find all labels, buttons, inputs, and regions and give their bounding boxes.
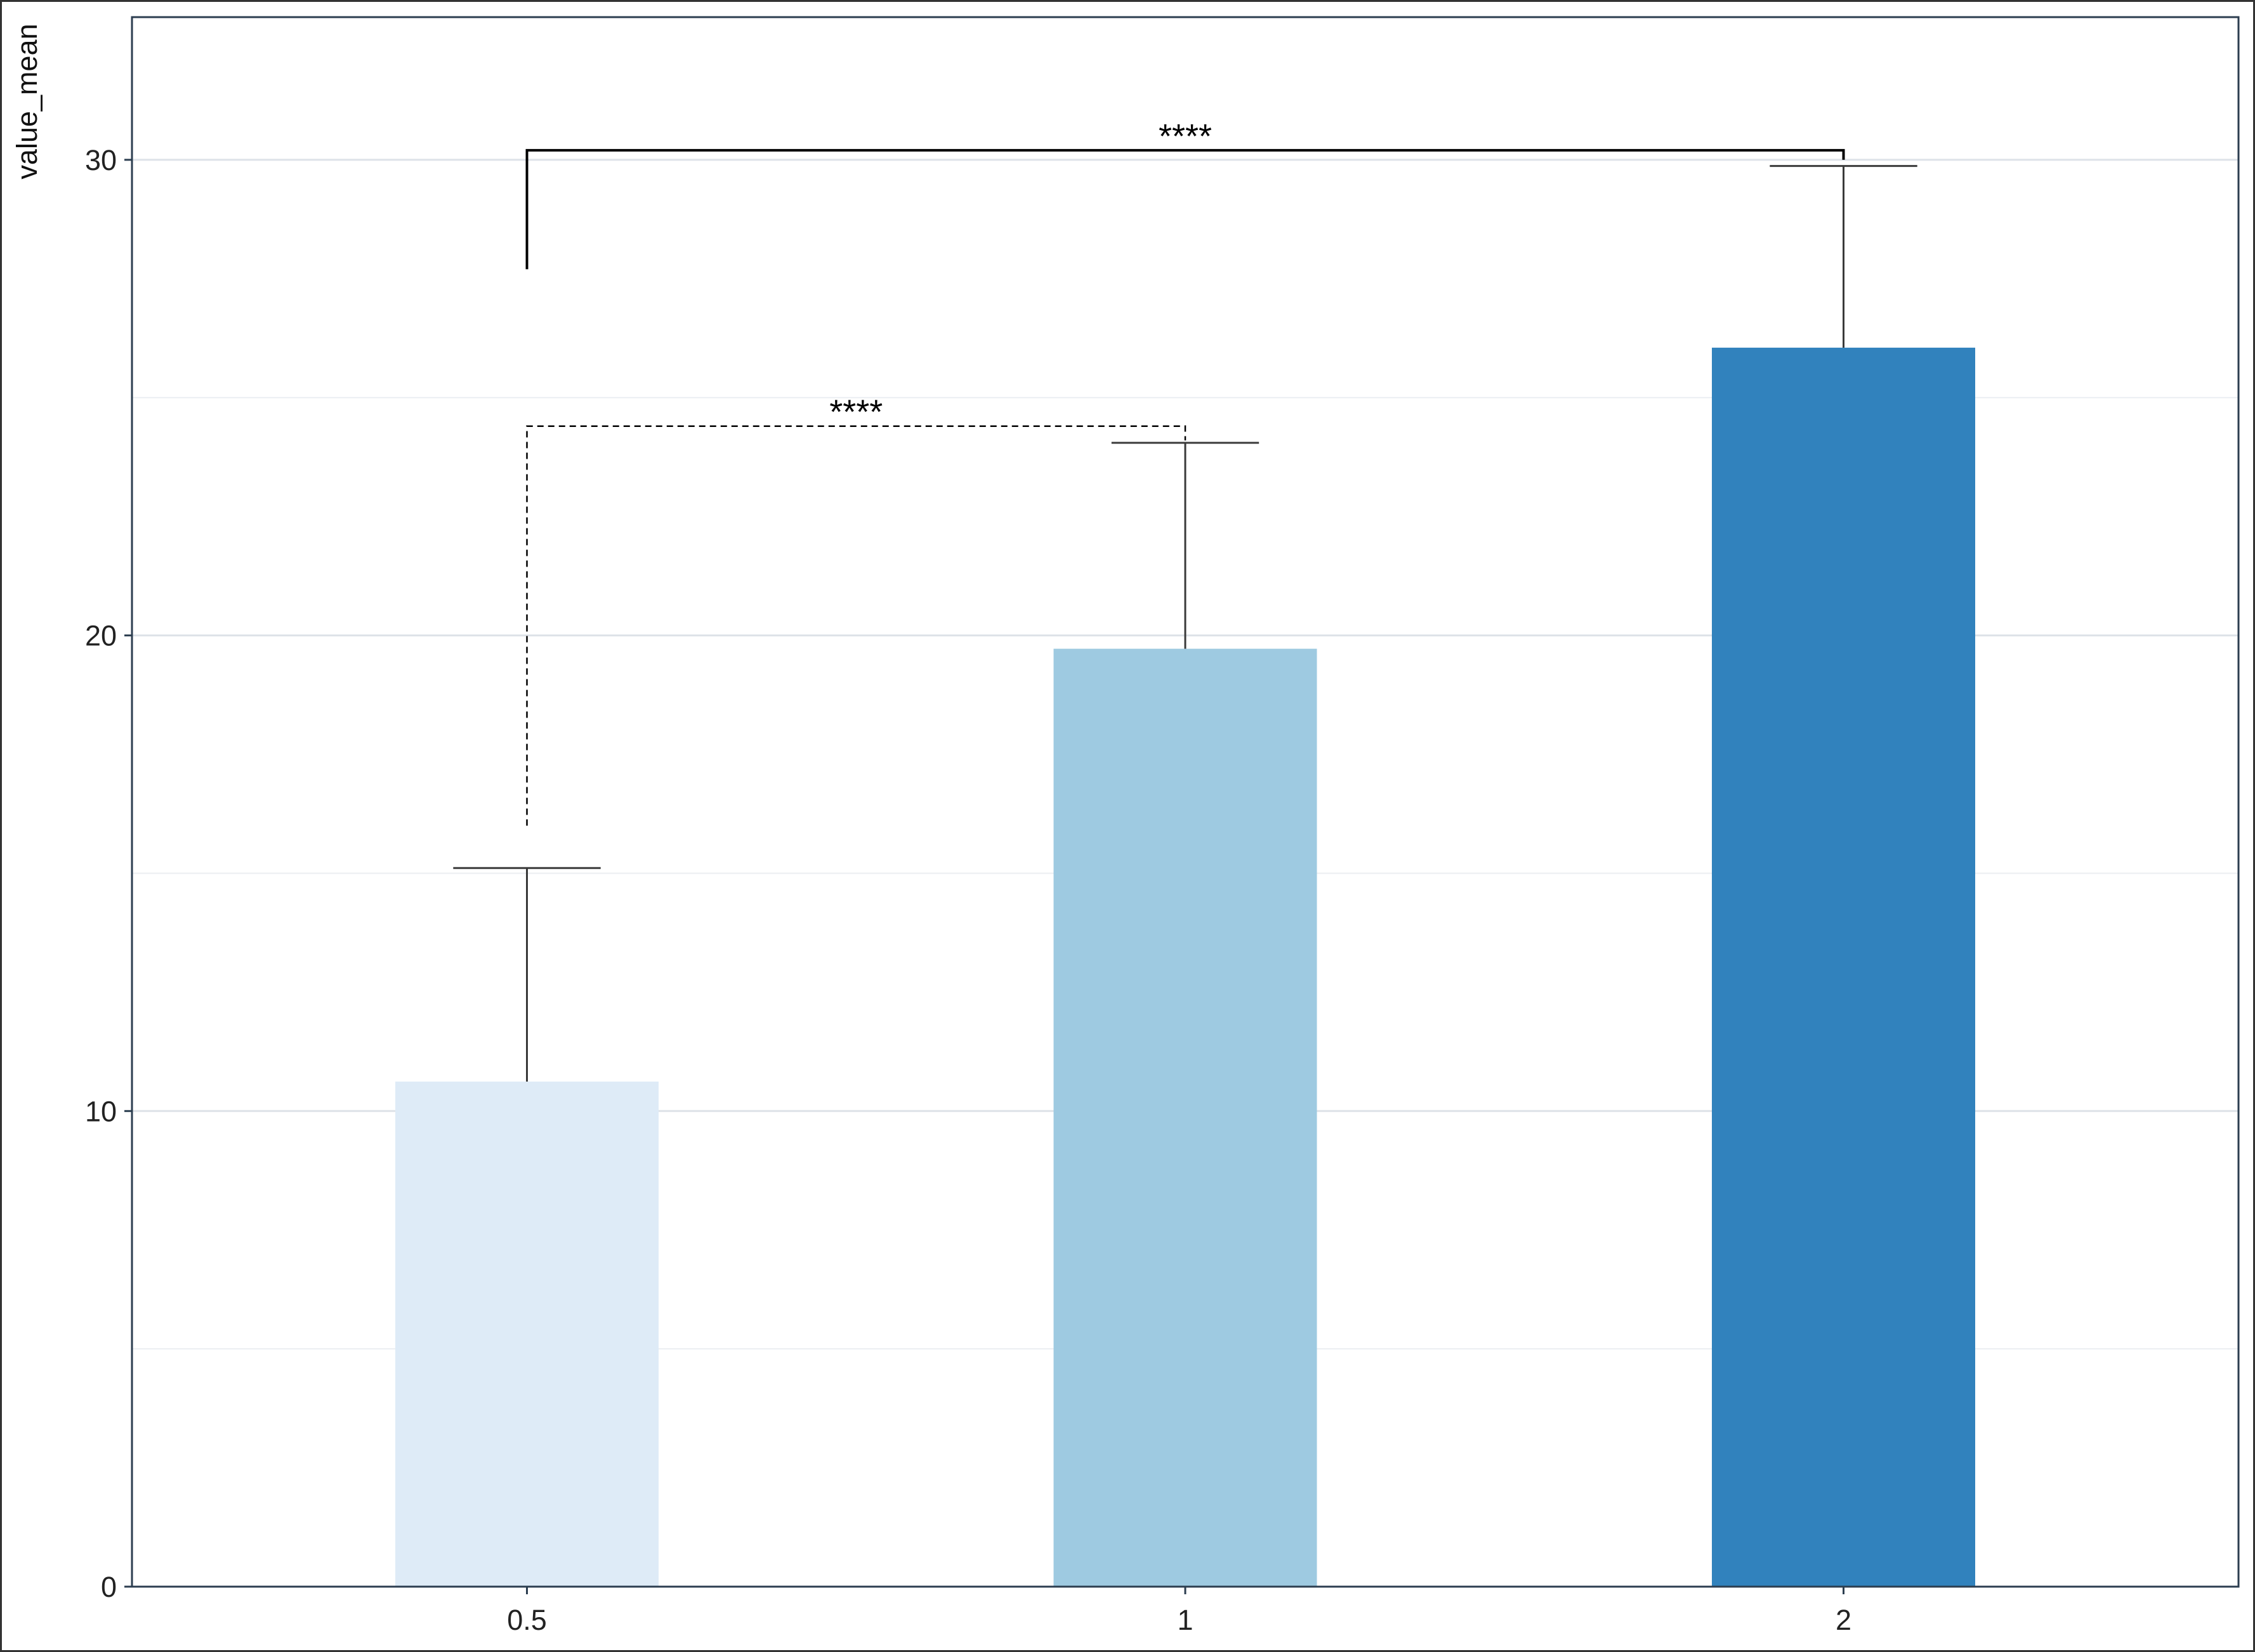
- bar-0.5: [395, 1081, 659, 1587]
- y-axis-title: value_mean: [11, 23, 43, 179]
- y-tick-label: 20: [85, 620, 117, 652]
- y-tick-label: 0: [101, 1571, 117, 1603]
- bar-1: [1053, 648, 1317, 1587]
- significance-label-1: ****: [829, 393, 883, 431]
- y-tick-label: 30: [85, 144, 117, 176]
- significance-label-2: ****: [1159, 117, 1212, 155]
- x-tick-label: 1: [1177, 1604, 1193, 1636]
- bars: [395, 348, 1975, 1587]
- axes: 0 10 20 30 0.5 1 2: [85, 17, 2239, 1636]
- error-bars: [453, 165, 1917, 1082]
- bar-2: [1712, 348, 1975, 1587]
- significance-brackets: **** ****: [525, 117, 1845, 826]
- x-tick-label: 2: [1836, 1604, 1851, 1636]
- significance-bracket-2: [525, 148, 1845, 270]
- significance-bracket-1: [526, 425, 1187, 826]
- x-tick-label: 0.5: [507, 1604, 547, 1636]
- y-tick-label: 10: [85, 1095, 117, 1127]
